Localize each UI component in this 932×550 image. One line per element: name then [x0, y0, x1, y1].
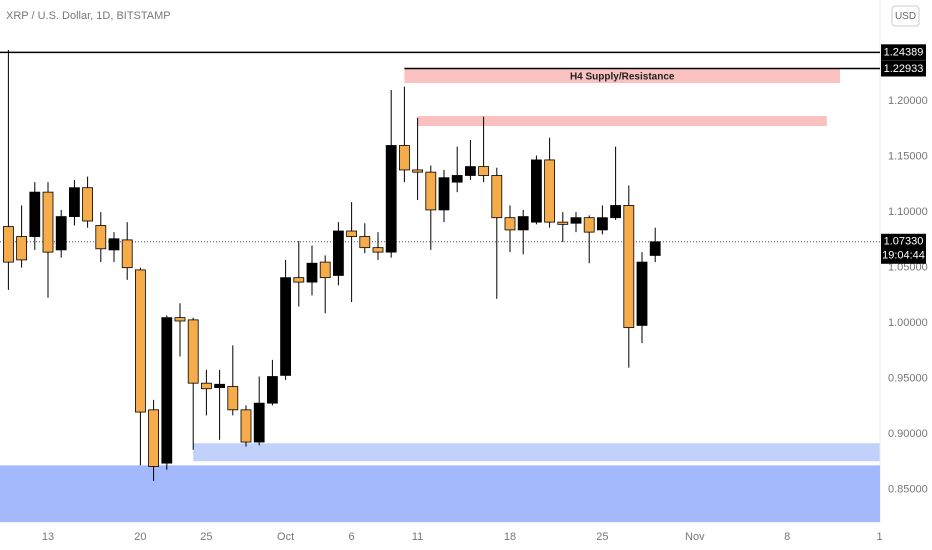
candle-body	[332, 230, 344, 276]
candle-body	[359, 236, 371, 249]
zone-label: H4 Supply/Resistance	[570, 71, 675, 82]
zone	[404, 68, 840, 84]
candle-body	[16, 236, 28, 261]
candle-body	[531, 159, 542, 223]
candle-body	[253, 402, 265, 443]
candle-body	[610, 205, 621, 219]
x-tick-label: 11	[412, 531, 423, 543]
candle-body	[95, 225, 107, 250]
candle-body	[504, 217, 516, 231]
candle-body	[491, 175, 503, 219]
candle-body	[161, 317, 173, 464]
candle-body	[3, 226, 14, 263]
x-tick-label: Oct	[277, 531, 294, 543]
zone	[0, 465, 880, 522]
x-tick-label: 6	[349, 531, 355, 543]
candle-body	[214, 383, 226, 389]
x-tick-label: 1	[877, 531, 883, 543]
x-tick-label: 25	[200, 531, 212, 543]
price-line-label: 1.24389	[884, 47, 924, 59]
candle-body	[200, 382, 212, 390]
y-tick-label: 0.85000	[888, 484, 928, 496]
candle-body	[544, 159, 555, 223]
candle-body	[438, 177, 450, 211]
price-line-box	[881, 44, 926, 61]
candle-body	[240, 409, 252, 443]
zone	[193, 443, 880, 462]
y-tick-label: 1.00000	[888, 317, 928, 329]
x-tick-label: 25	[596, 531, 608, 543]
candle-body	[570, 217, 582, 224]
candle-body	[412, 169, 424, 173]
y-tick-label: 1.20000	[888, 95, 928, 107]
candle-body	[187, 319, 199, 384]
candle-body	[583, 217, 595, 233]
candle-body	[464, 166, 476, 176]
currency-label[interactable]: USD	[895, 11, 916, 22]
x-tick-label: 18	[504, 531, 516, 543]
current-price-label: 1.07330	[884, 236, 924, 248]
candle-body	[121, 239, 133, 269]
candle-body	[649, 241, 661, 256]
x-tick-label: 20	[134, 531, 146, 543]
candle-body	[478, 166, 490, 176]
candle-body	[29, 191, 41, 237]
current-price-box	[881, 233, 926, 264]
candle-body	[517, 216, 529, 231]
candle-body	[69, 187, 80, 217]
price-line-box	[881, 60, 926, 77]
y-tick-label: 0.95000	[888, 373, 928, 385]
price-line-label: 1.22933	[884, 63, 924, 75]
y-tick-label: 1.10000	[888, 206, 928, 218]
candle-body	[55, 216, 67, 251]
candle-body	[597, 217, 608, 231]
y-tick-label: 1.05000	[888, 262, 928, 274]
candle-body	[319, 261, 331, 279]
candle-body	[636, 261, 648, 326]
candle-body	[42, 191, 54, 253]
candle-body	[134, 269, 146, 413]
countdown-label: 19:04:44	[882, 250, 925, 262]
candle-body	[425, 171, 437, 211]
candle-body	[293, 277, 305, 283]
candle-body	[148, 409, 160, 467]
x-tick-label: 8	[784, 531, 790, 543]
zone	[417, 116, 827, 127]
y-tick-label: 1.15000	[888, 151, 928, 163]
candle-body	[372, 247, 384, 253]
y-tick-label: 0.90000	[888, 428, 928, 440]
candle-body	[385, 145, 397, 253]
x-tick-label: 13	[42, 531, 54, 543]
candle-body	[266, 376, 278, 404]
candle-body	[280, 277, 292, 376]
candle-body	[306, 262, 318, 283]
candle-body	[557, 221, 569, 225]
currency-button[interactable]	[891, 5, 920, 27]
candle-body	[623, 205, 635, 329]
candle-body	[227, 386, 239, 411]
x-tick-label: Nov	[685, 531, 705, 543]
candle-body	[82, 187, 93, 222]
candle-body	[398, 145, 410, 171]
candle-body	[174, 317, 186, 322]
chart-title: XRP / U.S. Dollar, 1D, BITSTAMP	[6, 10, 171, 22]
candle-body	[346, 230, 358, 237]
candle-body	[108, 238, 120, 251]
candle-body	[451, 175, 463, 183]
